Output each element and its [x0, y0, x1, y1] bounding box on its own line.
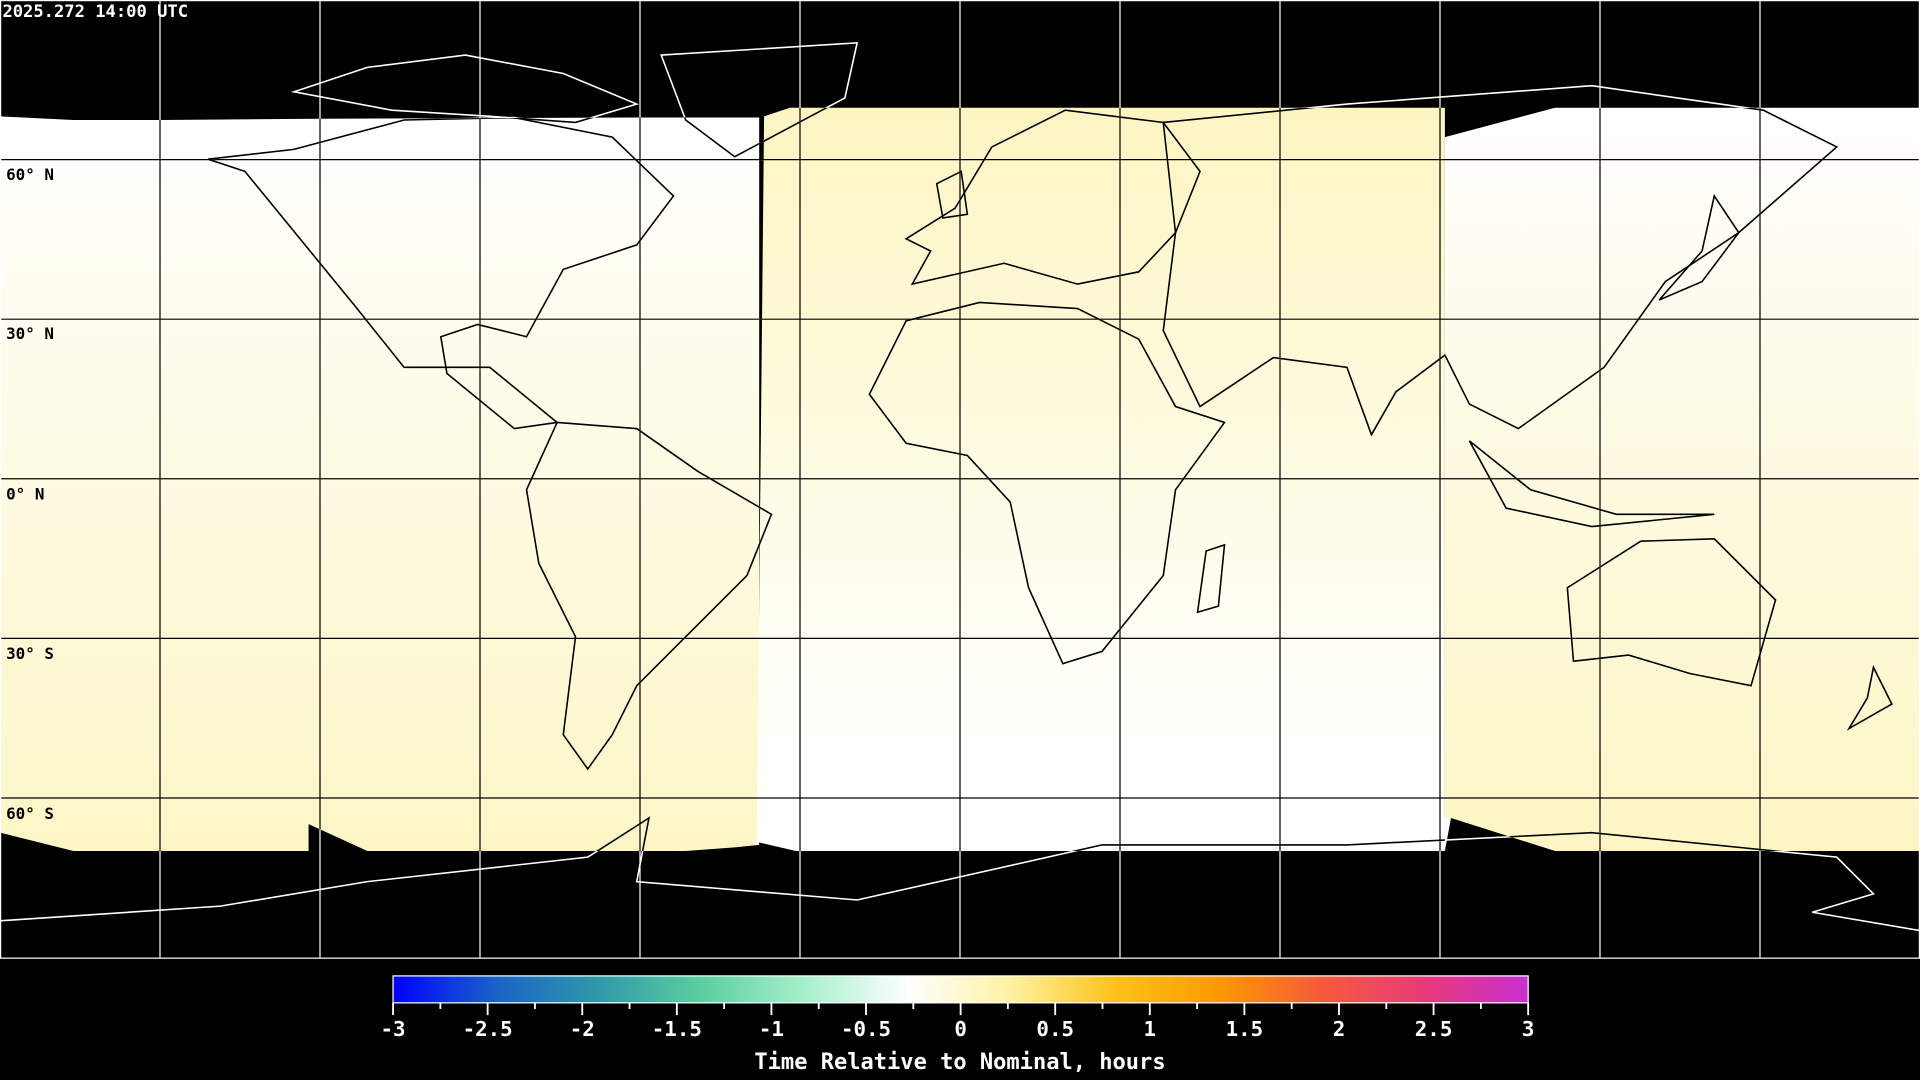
coastline-uk — [935, 170, 969, 219]
colorbar-label: Time Relative to Nominal, hours — [754, 1050, 1165, 1075]
lat-label-60s: 60° S — [6, 804, 54, 823]
colorbar-tick-label: 2 — [1333, 1017, 1346, 1041]
coastline-indonesia — [1468, 440, 1715, 528]
coastline-south-america — [525, 421, 773, 771]
lat-label-30n: 30° N — [6, 324, 54, 343]
coastlines — [0, 107, 1920, 852]
colorbar-ticks — [392, 1002, 1530, 1016]
coastline-new-zealand — [1846, 664, 1893, 731]
coastline-asia — [1162, 107, 1839, 437]
colorbar-tick-label: 0.5 — [1036, 1017, 1074, 1041]
coastline-australia — [1566, 537, 1777, 687]
colorbar-tick-labels: -3 -2.5 -2 -1.5 -1 -0.5 0 0.5 1 1.5 2 2.5 3 — [381, 1017, 1535, 1041]
coastline-japan — [1658, 193, 1740, 301]
graticule — [0, 0, 1920, 958]
colorbar-tick-label: -1.5 — [652, 1017, 702, 1041]
colorbar-tick-label: 1.5 — [1226, 1017, 1264, 1041]
colorbar-tick-label: -3 — [381, 1017, 406, 1041]
colorbar-gradient — [392, 975, 1529, 1004]
colorbar-tick-label: -2.5 — [463, 1017, 513, 1041]
colorbar-tick-label: 2.5 — [1415, 1017, 1453, 1041]
colorbar: -3 -2.5 -2 -1.5 -1 -0.5 0 0.5 1 1.5 2 2.5 3 Time Rel… — [381, 975, 1535, 1075]
lat-label-60n: 60° N — [6, 165, 54, 184]
lat-label-30s: 30° S — [6, 644, 54, 663]
latitude-labels: 60° N 30° N 0° N 30° S 60° S — [6, 165, 54, 823]
coastline-madagascar — [1196, 543, 1226, 614]
colorbar-tick-label: 3 — [1522, 1017, 1535, 1041]
coastline-antarctica — [0, 816, 1920, 932]
colorbar-tick-label: 0 — [954, 1017, 967, 1041]
colorbar-tick-label: -1 — [759, 1017, 784, 1041]
coastline-north-america — [207, 116, 675, 430]
colorbar-tick-label: -2 — [570, 1017, 595, 1041]
coastline-africa — [868, 301, 1226, 665]
timestamp-label: 2025.272 14:00 UTC — [2, 2, 188, 22]
coastline-arctic-islands — [290, 54, 640, 124]
west-satellite-band — [0, 116, 760, 852]
lat-label-0n: 0° N — [6, 485, 44, 504]
map-frame — [0, 0, 1920, 959]
colorbar-tick-label: 1 — [1144, 1017, 1157, 1041]
colorbar-tick-label: -0.5 — [841, 1017, 891, 1041]
